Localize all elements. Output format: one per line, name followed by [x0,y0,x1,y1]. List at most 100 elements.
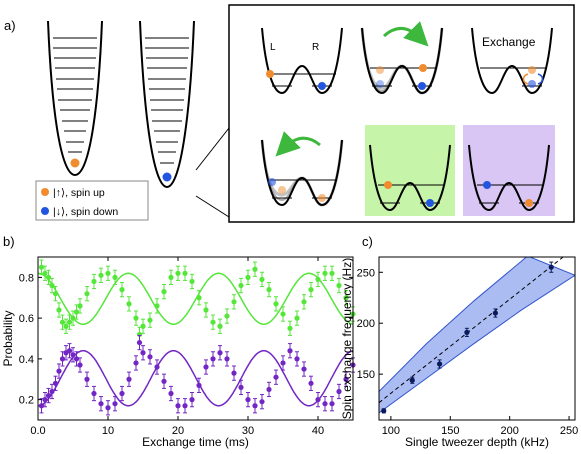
zoom-line-bottom [195,195,230,218]
data-point [66,348,73,354]
spin-down-atom [162,172,172,182]
data-point [294,356,300,362]
plot-frame [37,256,354,421]
data-point [322,270,328,276]
data-point [210,319,216,325]
data-point [196,382,202,388]
fit-curve-1 [38,349,354,407]
data-point [98,272,104,278]
data-point [38,403,45,409]
y-tick-label: 150 [357,369,375,381]
data-point [273,301,279,307]
data-point [168,390,174,397]
data-point [182,403,188,409]
data-point [203,307,209,313]
well-4 [260,131,344,207]
data-point [59,319,66,325]
x-tick-label: 200 [500,425,518,437]
x-axis-label: Single tweezer depth (kHz) [405,435,549,449]
data-point [59,356,66,362]
data-point [42,397,48,403]
well-3: Exchange [471,27,553,95]
y-tick-label: 0.4 [19,354,34,366]
data-point [112,401,118,407]
data-point [252,266,258,272]
data-point [266,386,272,393]
data-point [315,397,321,403]
data-point [381,408,387,414]
purple-panel [463,125,555,216]
data-point [189,397,195,403]
data-point [105,270,111,276]
data-point [217,323,223,329]
data-point [84,376,90,382]
exchange-chart: 0.0 10 20 30 40 0.2 0.4 0.6 0.8 Exchange time (ms… [1,256,356,449]
data-point [119,390,125,397]
data-point [119,287,125,293]
data-point [136,339,143,346]
data-point [231,370,237,376]
x-axis-label: Exchange time (ms) [142,435,249,449]
well-label-right: R [312,42,319,53]
data-point [126,376,132,382]
data-point [259,399,265,405]
data-point [133,360,139,366]
data-point [66,319,73,325]
x-tick-label: 10 [102,425,114,437]
legend-spin-up: |↑⟩, spin up [53,187,105,199]
spin-legend: |↑⟩, spin up |↓⟩, spin down [35,180,149,221]
data-point [42,270,48,276]
data-point [154,303,160,309]
data-point [238,384,244,390]
big-trap-left [47,20,103,177]
data-point [287,348,293,354]
data-point [112,274,118,280]
well-1: L R [261,27,343,95]
data-point [259,276,265,283]
data-point [45,274,52,280]
data-point [70,352,76,358]
data-point [492,310,499,316]
well-6 [468,144,550,212]
panel-a-label: a) [4,18,16,33]
frequency-chart: 100 150 200 250 150 200 250 Single tweezer dept… [340,256,578,449]
data-point [322,401,328,407]
data-point [336,282,342,289]
x-tick-label: 40 [312,425,324,437]
panel-b-label: b) [3,234,15,249]
confidence-band [379,257,575,414]
well-5 [369,144,451,212]
x-tick-label: 20 [172,425,184,437]
panel-c-label: c) [362,234,373,249]
data-point [238,282,244,289]
data-point [436,361,443,367]
legend-spin-down: |↓⟩, spin down [53,206,118,218]
data-point [203,364,209,370]
data-point [126,301,132,307]
zoom-line-top [195,127,230,171]
x-tick-label: 100 [382,425,400,437]
data-point [224,313,230,319]
data-point [168,274,174,280]
data-point [105,405,111,411]
data-point [548,264,554,270]
data-point [91,390,97,397]
data-point [73,356,80,362]
spin-up-atom [70,158,80,168]
data-point [91,278,97,285]
data-point [280,360,286,366]
data-point [189,278,195,285]
data-point [140,350,146,356]
data-point [287,325,293,331]
data-point [133,315,139,321]
data-point [308,380,314,386]
plot-frame [378,256,576,421]
y-axis-label: Spin exchange frequency (Hz) [340,258,354,419]
data-point [56,307,62,313]
data-point [45,392,52,399]
data-point [343,295,349,301]
data-point [210,356,216,362]
big-trap-right [139,20,195,189]
well-2 [360,21,444,95]
data-point [182,270,188,276]
